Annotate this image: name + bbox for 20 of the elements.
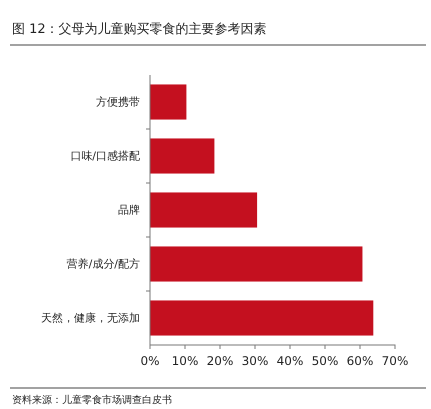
x-tick-label: 60% (346, 354, 374, 368)
y-tick-label: 口味/口感搭配 (70, 150, 140, 163)
x-tick-label: 0% (140, 354, 160, 368)
text: 资料来源：儿童零食市场调查白皮书 (12, 394, 172, 406)
x-tick-label: 20% (206, 354, 234, 368)
x-tick-label: 50% (312, 354, 338, 368)
bar (150, 246, 362, 282)
x-tick-label: 40% (276, 354, 304, 368)
chart-title: 图 12：父母为儿童购买零食的主要参考因素 (12, 21, 267, 37)
x-tick-label: 30% (242, 354, 268, 368)
bar (150, 192, 258, 228)
x-tick-label: 10% (172, 354, 198, 368)
y-tick-label: 天然，健康，无添加 (41, 312, 140, 325)
y-tick-label: 营养/成分/配方 (66, 258, 140, 271)
y-tick-label: 方便携带 (96, 96, 140, 109)
bar (150, 138, 214, 174)
x-tick-label: 70% (382, 354, 408, 368)
bar (150, 300, 374, 336)
y-tick-label: 品牌 (118, 204, 140, 217)
bar (150, 84, 186, 120)
